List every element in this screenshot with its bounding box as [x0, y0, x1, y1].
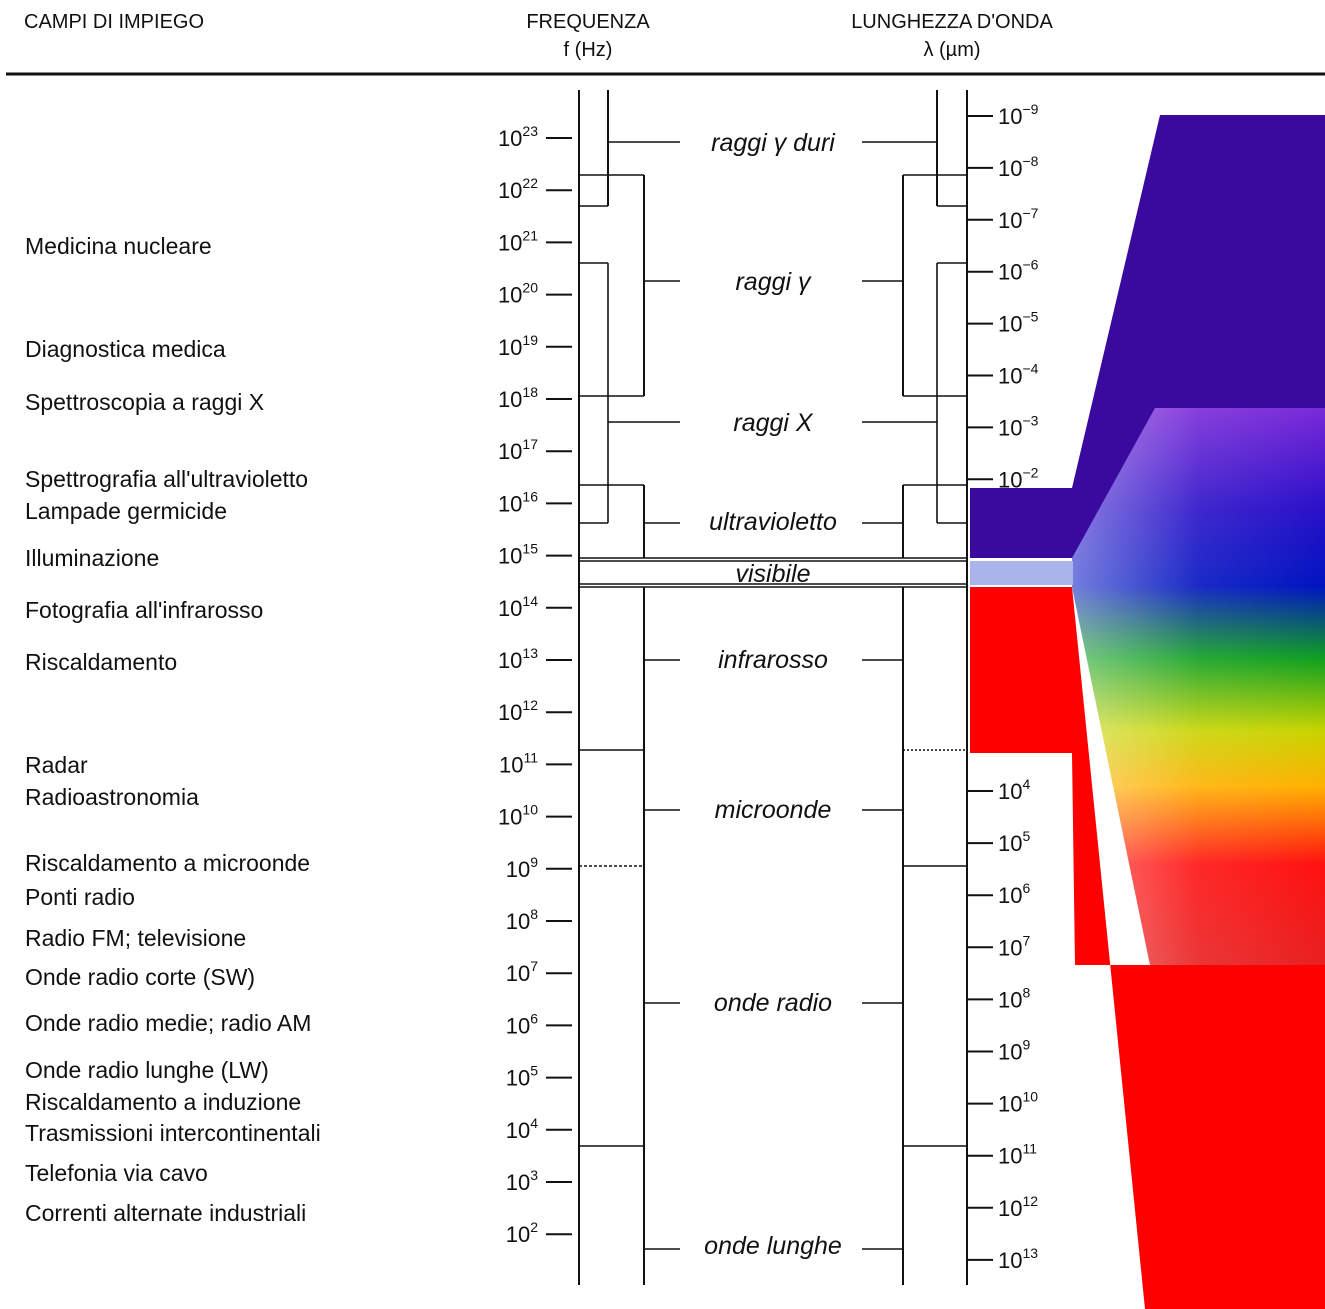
band-labels: raggi γ duri raggi γ raggi X ultraviolet… — [704, 129, 842, 1260]
application-label: Diagnostica medica — [25, 336, 226, 362]
wavelength-ticks: 10−9 10−8 10−7 10−6 10−5 10−4 10−3 10−2 104 105 10… — [967, 101, 1039, 1273]
band-radio-waves: onde radio — [714, 989, 832, 1017]
axis-lines — [578, 90, 968, 1285]
visible-strip — [970, 561, 1073, 585]
wavelength-tick-label: 10−2 — [998, 464, 1039, 492]
band-infrared: infrarosso — [718, 646, 828, 674]
wavelength-tick-label: 10−8 — [998, 153, 1039, 181]
application-label: Fotografia all'infrarosso — [25, 597, 263, 623]
application-label: Radioastronomia — [25, 784, 199, 810]
application-label: Illuminazione — [25, 545, 159, 571]
application-label: Spettrografia all'ultravioletto — [25, 466, 308, 492]
application-label: Onde radio lunghe (LW) — [25, 1057, 269, 1083]
wavelength-tick-label: 10−4 — [998, 361, 1039, 389]
application-label: Riscaldamento a microonde — [25, 850, 310, 876]
visible-spectrum-sheen — [1072, 408, 1325, 965]
frequency-tick-label: 1019 — [498, 332, 538, 360]
application-label: Ponti radio — [25, 884, 135, 910]
band-microwaves: microonde — [715, 796, 832, 824]
wavelength-tick-label: 1012 — [998, 1193, 1038, 1221]
wavelength-tick-label: 10−9 — [998, 101, 1039, 129]
application-label: Lampade germicide — [25, 498, 227, 524]
wavelength-tick-label: 107 — [998, 932, 1030, 960]
applications-header: CAMPI DI IMPIEGO — [24, 11, 204, 33]
frequency-tick-label: 103 — [506, 1167, 538, 1195]
application-label: Spettroscopia a raggi X — [25, 389, 264, 415]
application-label: Radio FM; televisione — [25, 925, 246, 951]
frequency-tick-label: 1018 — [498, 384, 538, 412]
frequency-tick-label: 1023 — [498, 123, 538, 151]
frequency-tick-label: 1021 — [498, 227, 538, 255]
application-label: Radar — [25, 752, 88, 778]
wavelength-tick-label: 10−6 — [998, 257, 1039, 285]
wavelength-tick-label: 10−5 — [998, 309, 1039, 337]
application-label: Telefonia via cavo — [25, 1160, 208, 1186]
frequency-tick-label: 108 — [506, 906, 538, 934]
application-label: Correnti alternate industriali — [25, 1200, 306, 1226]
wavelength-tick-label: 1011 — [998, 1141, 1037, 1169]
frequency-tick-label: 1016 — [498, 488, 538, 516]
frequency-tick-label: 104 — [506, 1115, 538, 1143]
wavelength-tick-label: 108 — [998, 984, 1030, 1012]
band-gamma: raggi γ — [735, 268, 812, 296]
application-label: Onde radio medie; radio AM — [25, 1010, 311, 1036]
application-label: Onde radio corte (SW) — [25, 964, 255, 990]
frequency-tick-label: 105 — [506, 1063, 538, 1091]
frequency-tick-label: 106 — [506, 1010, 538, 1038]
wavelength-tick-label: 106 — [998, 880, 1030, 908]
frequency-tick-label: 102 — [506, 1219, 538, 1247]
band-ultraviolet: ultravioletto — [709, 508, 837, 536]
frequency-tick-label: 1017 — [498, 436, 538, 464]
band-x-rays: raggi X — [733, 409, 814, 437]
frequency-title: FREQUENZA — [526, 11, 650, 33]
wavelength-tick-label: 109 — [998, 1037, 1030, 1065]
band-hard-gamma: raggi γ duri — [711, 129, 836, 157]
frequency-unit: f (Hz) — [564, 39, 613, 61]
wavelength-tick-label: 104 — [998, 776, 1030, 804]
band-brackets — [579, 174, 967, 1147]
application-label: Medicina nucleare — [25, 233, 212, 259]
application-label: Trasmissioni intercontinentali — [25, 1120, 321, 1146]
frequency-tick-label: 1022 — [498, 175, 538, 203]
frequency-tick-label: 1020 — [498, 280, 538, 308]
frequency-tick-label: 1012 — [498, 697, 538, 725]
application-label: Riscaldamento — [25, 649, 177, 675]
wavelength-tick-label: 10−3 — [998, 412, 1039, 440]
frequency-tick-label: 1013 — [498, 645, 538, 673]
frequency-tick-label: 1015 — [498, 541, 538, 569]
wavelength-tick-label: 105 — [998, 828, 1030, 856]
low-energy-red-block — [970, 587, 1325, 1309]
band-long-waves: onde lunghe — [704, 1232, 842, 1260]
band-visible: visibile — [735, 560, 810, 588]
wavelength-unit: λ (µm) — [923, 39, 980, 61]
application-labels: Medicina nucleare Diagnostica medica Spett… — [25, 233, 321, 1226]
wavelength-tick-label: 10−7 — [998, 205, 1039, 233]
frequency-tick-label: 1011 — [499, 749, 538, 777]
application-label: Riscaldamento a induzione — [25, 1089, 301, 1115]
frequency-tick-label: 1014 — [498, 593, 538, 621]
band-leaders — [608, 141, 937, 1250]
frequency-tick-label: 109 — [506, 854, 538, 882]
wavelength-tick-label: 1013 — [998, 1245, 1038, 1273]
wavelength-title: LUNGHEZZA D'ONDA — [851, 11, 1053, 33]
frequency-tick-label: 1010 — [498, 802, 538, 830]
frequency-tick-label: 107 — [506, 958, 538, 986]
frequency-ticks: 1023 1022 1021 1020 1019 1018 1017 1016 1015 1014… — [498, 123, 572, 1247]
wavelength-tick-label: 1010 — [998, 1089, 1038, 1117]
